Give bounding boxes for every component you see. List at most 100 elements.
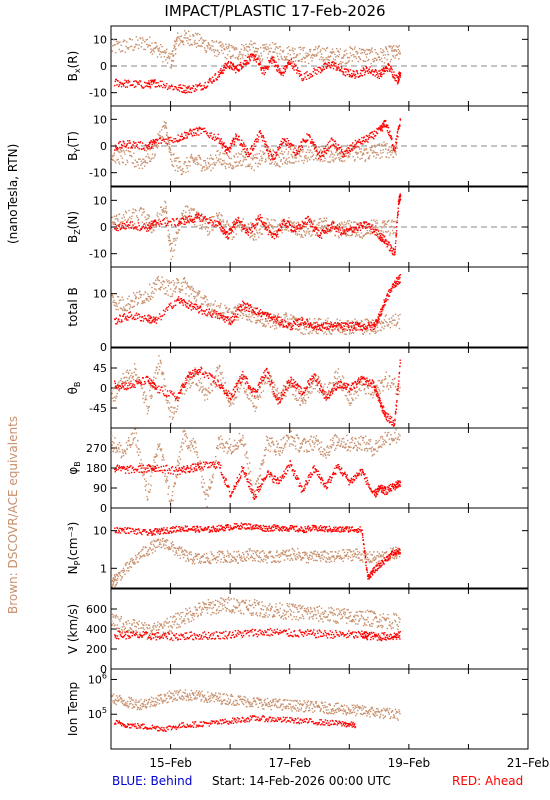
data-point: [224, 165, 226, 168]
data-point: [302, 222, 304, 224]
data-point: [114, 218, 117, 220]
data-point: [279, 144, 281, 146]
data-point: [182, 167, 184, 170]
data-point: [244, 307, 247, 309]
data-point: [161, 126, 164, 128]
data-point: [295, 231, 297, 233]
data-point: [273, 237, 276, 240]
data-point: [209, 305, 211, 307]
data-point: [389, 60, 391, 63]
data-point: [372, 152, 374, 154]
data-point: [296, 72, 298, 74]
data-point: [148, 215, 150, 218]
data-point: [364, 60, 367, 63]
data-point: [182, 281, 184, 283]
data-point: [279, 46, 281, 48]
data-point: [380, 124, 383, 127]
data-point: [152, 145, 154, 147]
data-point: [272, 316, 275, 318]
data-point: [157, 275, 160, 278]
data-point: [242, 57, 244, 59]
data-point: [198, 216, 200, 219]
data-point: [312, 154, 314, 156]
data-point: [137, 141, 140, 143]
data-point: [226, 63, 228, 66]
data-point: [387, 244, 389, 246]
data-point: [292, 66, 295, 68]
data-point: [224, 145, 226, 148]
data-point: [394, 252, 396, 254]
data-point: [214, 309, 216, 311]
data-point: [210, 154, 212, 156]
data-point: [177, 167, 179, 169]
data-point: [332, 221, 334, 223]
data-point: [344, 54, 346, 56]
data-point: [152, 319, 154, 322]
data-point: [348, 150, 351, 152]
data-point: [182, 40, 184, 43]
data-point: [194, 157, 196, 159]
data-point: [343, 50, 346, 52]
data-point: [351, 320, 353, 322]
data-point: [305, 139, 307, 141]
data-point: [363, 74, 366, 76]
data-point: [160, 286, 162, 288]
data-point: [190, 301, 192, 303]
data-point: [273, 316, 276, 318]
data-point: [294, 229, 296, 232]
data-point: [146, 228, 149, 230]
data-point: [269, 229, 271, 232]
data-point: [395, 153, 397, 156]
data-point: [265, 43, 267, 46]
data-point: [186, 40, 188, 42]
data-point: [269, 317, 271, 319]
data-point: [167, 285, 170, 287]
data-point: [302, 49, 304, 52]
data-point: [320, 68, 322, 70]
data-point: [309, 225, 312, 227]
data-point: [130, 315, 132, 318]
data-point: [260, 315, 263, 317]
data-point: [131, 212, 134, 214]
data-point: [374, 146, 376, 148]
data-point: [327, 56, 329, 58]
data-point: [352, 321, 354, 324]
data-point: [316, 148, 318, 150]
data-point: [357, 231, 359, 233]
data-point: [133, 211, 135, 214]
data-point: [378, 233, 380, 235]
data-point: [162, 209, 164, 211]
data-point: [248, 223, 250, 226]
data-point: [183, 223, 185, 225]
data-point: [145, 144, 147, 146]
data-point: [143, 48, 145, 51]
data-point: [191, 87, 194, 90]
data-point: [152, 221, 154, 223]
data-point: [308, 218, 310, 221]
data-point: [342, 153, 345, 155]
data-point: [139, 141, 142, 143]
data-point: [193, 160, 196, 162]
data-point: [355, 57, 358, 60]
data-point: [240, 65, 242, 67]
data-point: [241, 67, 243, 69]
data-point: [263, 224, 265, 226]
data-point: [117, 229, 119, 232]
data-point: [252, 158, 254, 161]
data-point: [139, 80, 142, 83]
data-point: [274, 315, 276, 317]
data-point: [313, 226, 315, 228]
data-point: [121, 147, 123, 149]
data-point: [173, 138, 175, 140]
data-point: [351, 47, 353, 49]
data-point: [314, 227, 316, 229]
data-point: [162, 139, 164, 141]
data-point: [382, 149, 385, 151]
data-point: [380, 149, 382, 152]
data-point: [228, 157, 231, 159]
data-point: [179, 223, 182, 226]
data-point: [379, 73, 381, 75]
data-point: [204, 169, 206, 171]
data-point: [210, 303, 212, 305]
data-point: [170, 85, 172, 88]
